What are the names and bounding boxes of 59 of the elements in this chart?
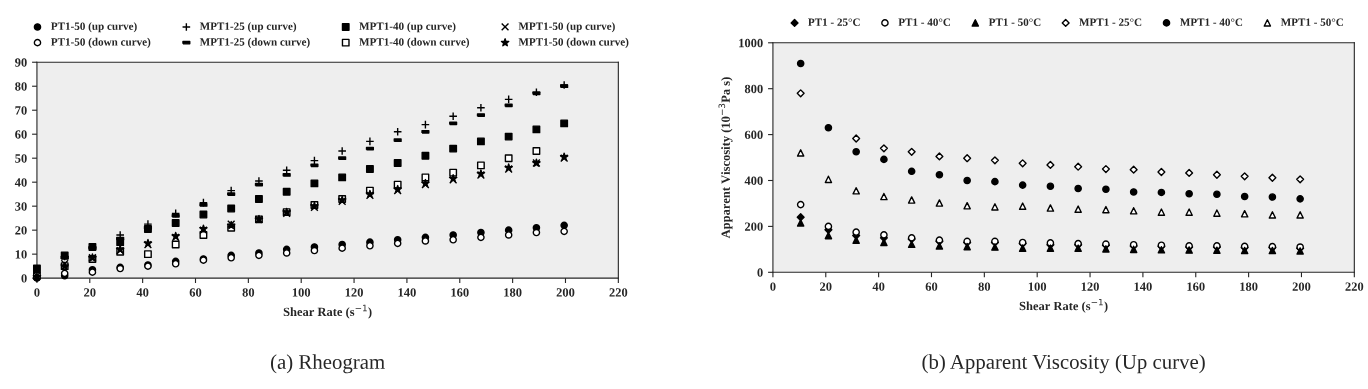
x-tick-label: 80: [242, 288, 255, 297]
x-tick-label: 160: [1187, 282, 1205, 291]
y-tick-label: 60: [15, 130, 27, 139]
x-tick-label: 180: [1240, 282, 1258, 291]
y-tick-label: 0: [21, 274, 27, 283]
y-axis-title: Apparent Viscosity (10$^{−3}$Pa s): [718, 77, 733, 239]
x-tick-label: 180: [504, 288, 522, 297]
x-tick-label: 160: [451, 288, 469, 297]
y-tick-label: 50: [15, 154, 27, 163]
x-tick-label: 80: [978, 282, 991, 291]
x-tick-label: 20: [820, 282, 832, 291]
legend-label: PT1-50 (up curve): [51, 22, 137, 33]
y-tick-label: 1000: [739, 38, 763, 48]
legend-label: MPT1-50 (down curve): [518, 37, 629, 48]
x-tick-label: 200: [556, 288, 575, 297]
x-tick-label: 60: [925, 282, 938, 291]
text: (a) Rheogram: [270, 354, 385, 374]
y-tick-label: 40: [14, 178, 27, 187]
y-tick-label: 80: [15, 82, 27, 91]
x-tick-label: 60: [189, 288, 202, 297]
y-tick-label: 70: [15, 106, 27, 115]
x-axis-title: Shear Rate (s$^{−1}$): [1019, 298, 1108, 313]
y-tick-label: 200: [744, 222, 763, 231]
text: (b) Apparent Viscosity (Up curve): [922, 354, 1205, 374]
x-tick-label: 0: [770, 282, 776, 291]
legend-label: MPT1-25 (down curve): [199, 37, 310, 48]
x-tick-label: 40: [136, 288, 149, 297]
y-tick-label: 90: [15, 58, 27, 67]
legend-label: MPT1-50 (up curve): [518, 22, 615, 33]
y-tick-label: 30: [15, 202, 27, 211]
legend-label: MPT1 - 25°C: [1079, 18, 1142, 26]
y-tick-label: 600: [744, 130, 763, 140]
x-tick-label: 120: [1081, 282, 1099, 291]
legend-label: PT1 - 25°C: [808, 18, 860, 26]
legend-label: MPT1-25 (up curve): [199, 22, 297, 33]
legend-label: PT1 - 50°C: [988, 18, 1041, 26]
legend-label: MPT1-40 (down curve): [359, 37, 470, 48]
x-tick-label: 220: [1345, 282, 1364, 291]
x-tick-label: 140: [398, 288, 416, 297]
x-tick-label: 140: [1134, 282, 1152, 291]
y-tick-label: 800: [744, 84, 763, 94]
y-tick-label: 10: [15, 250, 27, 259]
x-tick-label: 40: [872, 282, 885, 291]
legend-label: MPT1-40 (up curve): [359, 22, 456, 33]
x-tick-label: 0: [34, 288, 40, 297]
x-tick-label: 100: [292, 288, 311, 297]
y-tick-label: 20: [15, 226, 27, 235]
y-tick-label: 0: [757, 268, 763, 277]
x-tick-label: 200: [1292, 282, 1311, 291]
x-tick-label: 220: [609, 288, 628, 297]
x-tick-label: 100: [1028, 282, 1047, 291]
x-tick-label: 20: [84, 288, 96, 297]
legend-label: MPT1 - 50°C: [1280, 18, 1343, 26]
legend-label: MPT1 - 40°C: [1180, 18, 1243, 26]
y-tick-label: 400: [744, 176, 763, 185]
legend-label: PT1 - 40°C: [898, 18, 951, 26]
legend-label: PT1-50 (down curve): [51, 37, 151, 48]
x-tick-label: 120: [345, 288, 363, 297]
x-axis-title: Shear Rate (s$^{−1}$): [283, 304, 372, 319]
